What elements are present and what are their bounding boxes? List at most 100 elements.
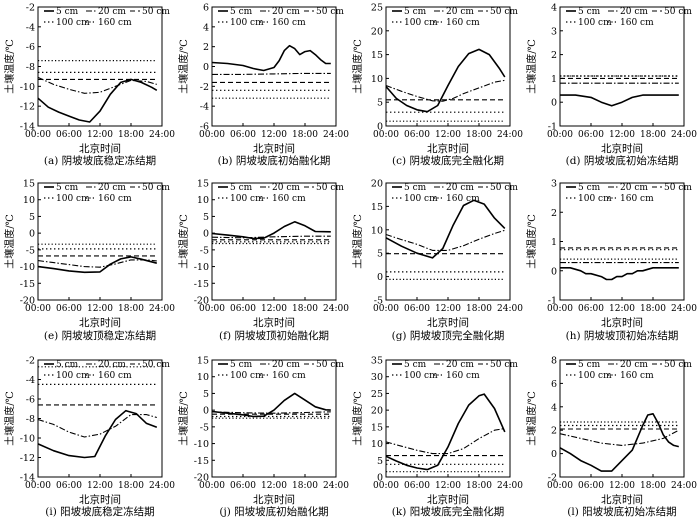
y-tick-label: 20 [371,26,383,37]
y-tick-label: 20 [371,406,383,417]
x-tick-label: 12:00 [87,304,113,314]
series-line [211,221,331,240]
legend-label: 5 cm [56,360,79,370]
y-axis-label: 土壤温度/℃ [525,39,538,94]
y-tick-label: 2 [551,208,557,219]
x-tick-label: 12:00 [435,130,461,140]
series-line [560,94,679,107]
y-axis-label: 土壤温度/℃ [177,391,190,446]
panel-caption: (d) 阴坡坡底初始冻结期 [566,154,679,167]
series-line [37,409,158,459]
x-tick-label: 12:00 [261,481,287,491]
x-tick-label: 24:00 [671,130,697,140]
y-tick-label: 0 [551,98,557,109]
legend-label: 5 cm [404,360,427,370]
x-tick-label: 12:00 [435,304,461,314]
series-line [385,427,505,455]
legend-label: 5 cm [230,7,253,17]
legend-label: 50 cm [316,183,344,193]
y-tick-label: 15 [197,179,209,190]
x-tick-label: 06:00 [578,481,604,491]
x-tick-label: 12:00 [261,304,287,314]
y-axis-label: 土壤温度/℃ [525,214,538,269]
y-tick-label: -6 [26,42,35,53]
y-tick-label: -15 [194,279,209,290]
y-tick-label: -12 [20,102,35,113]
y-tick-label: 10 [371,225,383,236]
y-tick-label: 8 [551,356,557,367]
legend-label: 20 cm [620,7,648,17]
x-tick-label: 24:00 [497,304,523,314]
y-tick-label: 3 [551,26,557,37]
chart-panel: -1 0 1 2 3 00:00 06:00 12:00 18:00 24:00 北京时间 土壤温度/… [525,179,697,343]
y-tick-label: -2 [26,3,35,14]
x-tick-label: 00:00 [547,304,573,314]
y-tick-label: -10 [194,262,209,273]
x-tick-label: 06:00 [404,130,430,140]
panel-caption: (l) 阳坡坡底初始冻结期 [567,505,676,518]
y-tick-label: -6 [26,395,35,406]
x-tick-label: 18:00 [640,481,666,491]
x-tick-label: 00:00 [547,130,573,140]
y-tick-label: 6 [203,3,209,14]
y-tick-label: -10 [194,439,209,450]
legend-label: 20 cm [446,7,474,17]
legend-label: 100 cm [56,371,90,381]
x-tick-label: 12:00 [609,304,635,314]
x-tick-label: 18:00 [292,130,318,140]
y-tick-label: 4 [551,3,557,14]
x-tick-label: 18:00 [466,304,492,314]
y-tick-label: -20 [194,473,209,484]
y-tick-label: 1 [551,74,557,85]
series-line [211,44,331,72]
series-line [560,266,679,281]
y-tick-label: -2 [26,356,35,367]
x-tick-label: 12:00 [609,481,635,491]
legend-label: 160 cm [98,18,132,28]
chart-panel: -6 -4 -2 0 2 4 6 00:00 06:00 12:00 18:00 24:00 北京时间 土… [177,3,349,168]
legend-label: 160 cm [620,194,654,204]
x-tick-label: 00:00 [547,481,573,491]
y-tick-label: 5 [377,249,383,260]
y-tick-label: 10 [371,439,383,450]
x-tick-label: 24:00 [149,130,175,140]
legend-label: 5 cm [56,7,79,17]
y-tick-label: 15 [23,179,35,190]
x-tick-label: 12:00 [435,481,461,491]
legend-label: 160 cm [446,18,480,28]
legend-label: 50 cm [316,7,344,17]
chart-panel: -5 0 5 10 15 20 00:00 06:00 12:00 18:00 24:00 北京时间 土… [351,179,523,343]
panel-caption: (f) 阴坡坡顶初始融化期 [219,329,329,342]
y-tick-label: 4 [203,22,209,33]
x-tick-label: 00:00 [373,304,399,314]
series-line [559,429,680,446]
series-line [559,412,679,472]
panel-caption: (h) 阴坡坡顶初始冻结期 [566,329,679,342]
x-tick-label: 06:00 [230,130,256,140]
y-tick-label: 3 [551,179,557,190]
x-axis-label: 北京时间 [253,316,295,329]
chart-panel: -20 -15 -10 -5 0 5 10 15 00:00 06:00 12:00 18:00 24:… [3,179,175,343]
y-tick-label: -5 [200,245,209,256]
legend-label: 20 cm [446,360,474,370]
legend-label: 20 cm [272,360,300,370]
series-line [385,79,505,102]
y-tick-label: -4 [200,102,209,113]
series-line [37,414,157,438]
x-tick-label: 18:00 [292,304,318,314]
legend-label: 20 cm [272,183,300,193]
y-tick-label: 0 [29,229,35,240]
x-tick-label: 06:00 [56,130,82,140]
y-axis-label: 土壤温度/℃ [351,391,364,446]
x-tick-label: 18:00 [640,130,666,140]
y-axis-label: 土壤温度/℃ [351,214,364,269]
y-tick-label: 15 [371,50,383,61]
series-line [385,229,505,251]
x-tick-label: 18:00 [466,130,492,140]
x-tick-label: 24:00 [149,481,175,491]
y-tick-label: 0 [203,406,209,417]
chart-panel: 0 5 10 15 20 25 00:00 06:00 12:00 18:00 24:00 北京时间 土… [351,3,523,168]
x-tick-label: 06:00 [56,304,82,314]
x-tick-label: 00:00 [199,304,225,314]
legend-label: 100 cm [230,18,264,28]
